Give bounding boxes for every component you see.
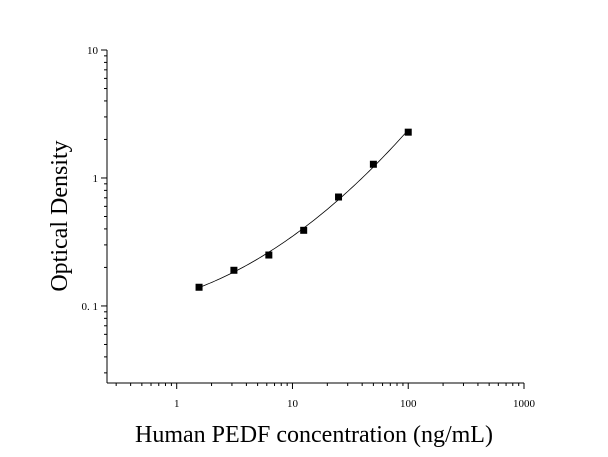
ticks: 1 10 100 1000 0. 1 1 10: [82, 45, 536, 410]
y-tick-label: 0. 1: [82, 301, 99, 313]
y-axis-title: Optical Density: [47, 140, 73, 291]
x-tick-label: 100: [400, 398, 417, 410]
data-point: [230, 266, 238, 274]
data-point: [195, 283, 203, 291]
x-tick-label: 1: [174, 398, 180, 410]
y-tick-label: 1: [93, 173, 99, 185]
data-point: [369, 160, 377, 168]
fit-curve-layer: [198, 129, 409, 288]
x-tick-label: 1000: [513, 398, 536, 410]
data-point: [265, 251, 273, 259]
x-tick-label: 10: [287, 398, 299, 410]
data-point: [300, 226, 308, 234]
fit-curve: [198, 129, 409, 288]
x-axis-title: Human PEDF concentration (ng/mL): [135, 422, 493, 448]
y-tick-label: 10: [87, 45, 99, 57]
data-point: [335, 193, 343, 201]
data-point: [404, 128, 412, 136]
axes: [106, 50, 524, 384]
data-points-layer: [195, 128, 412, 291]
